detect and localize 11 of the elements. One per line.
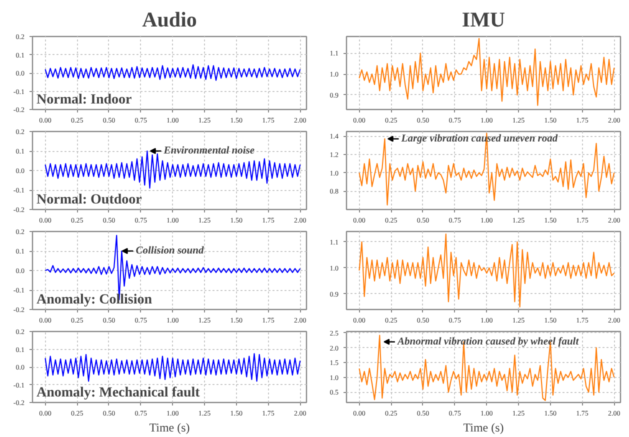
chart-title: Audio [142,8,197,32]
annotation: Anomaly: Collision [36,292,152,308]
annotation: Anomaly: Mechanical fault [36,386,200,400]
chart-title: IMU [462,8,506,32]
annotation: Abnormal vibration caused by wheel fault [396,336,580,348]
x-axis-title: Time (s) [149,420,190,434]
annotation: Normal: Outdoor [36,192,142,208]
annotation: Collision sound [136,246,204,256]
annotation: Environmental noise [162,146,255,156]
annotation: Normal: Indoor [36,92,132,108]
x-axis-title: Time (s) [463,420,504,434]
